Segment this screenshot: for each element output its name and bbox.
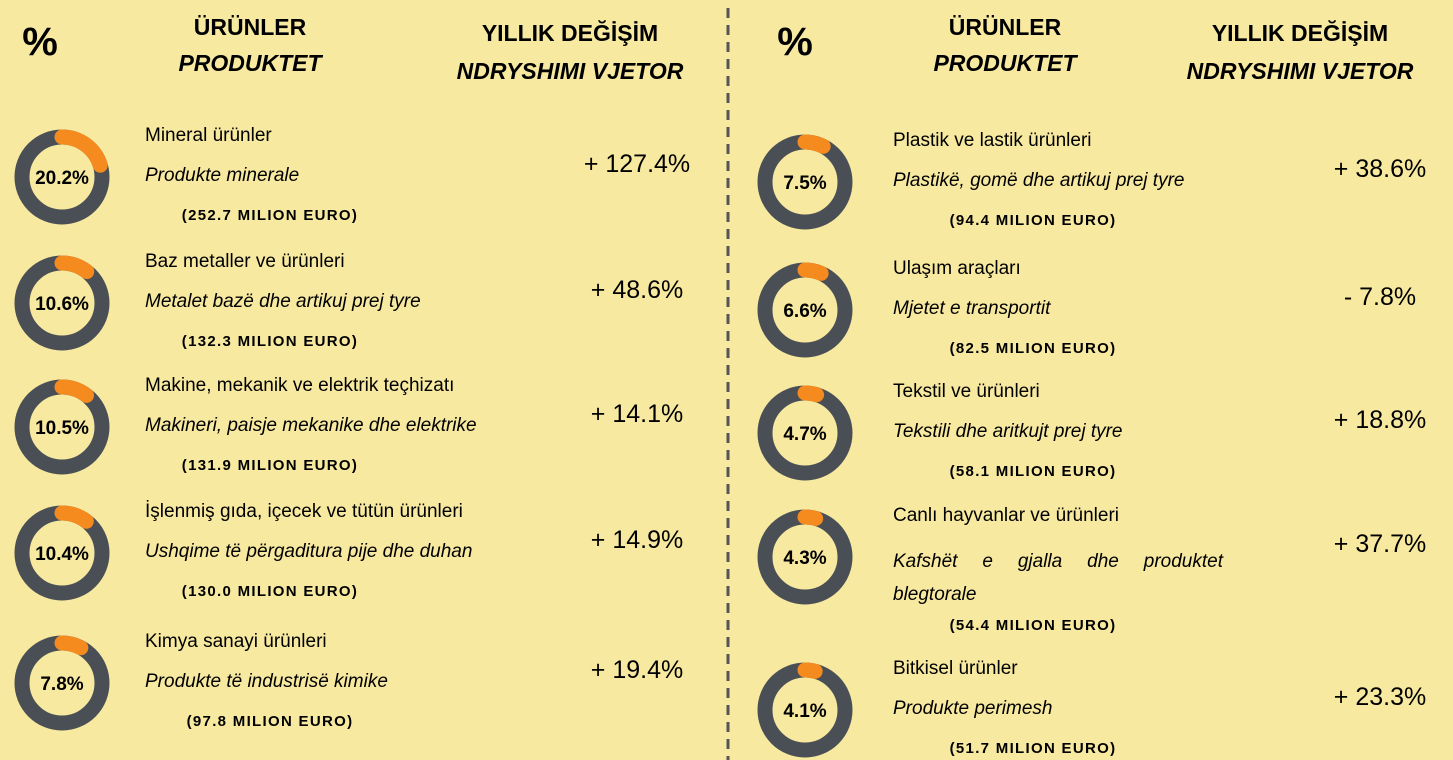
name-sq: Tekstili dhe aritkujt prej tyre <box>893 421 1123 442</box>
products-header-sq: PRODUKTET <box>178 50 322 76</box>
change-header-sq: NDRYSHIMI VJETOR <box>1186 58 1414 84</box>
amount: (252.7 MILION EURO) <box>181 207 359 224</box>
change: + 38.6% <box>1333 155 1427 183</box>
percent-header: % <box>22 20 58 64</box>
name-sq: Kafshët e gjalla dhe produktet blegtoral… <box>893 551 1223 605</box>
name-tr: İşlenmiş gıda, içecek ve tütün ürünleri <box>145 501 463 522</box>
change: + 18.8% <box>1333 406 1427 434</box>
amount: (51.7 MILION EURO) <box>949 740 1117 757</box>
amount: (131.9 MILION EURO) <box>181 457 359 474</box>
amount: (94.4 MILION EURO) <box>949 212 1117 229</box>
donut-arc <box>14 635 110 731</box>
percent-header: % <box>777 20 813 64</box>
products-header-tr: ÜRÜNLER <box>948 14 1062 40</box>
change: + 37.7% <box>1333 530 1427 558</box>
name-tr: Baz metaller ve ürünleri <box>145 251 345 272</box>
change: + 14.1% <box>590 400 684 428</box>
amount: (58.1 MILION EURO) <box>949 463 1117 480</box>
name-tr: Kimya sanayi ürünleri <box>145 631 327 652</box>
donut-arc <box>14 255 110 351</box>
donut-arc <box>14 379 110 475</box>
donut-label: 10.4% <box>35 544 89 565</box>
donut-label: 10.6% <box>35 294 89 315</box>
change-header-tr: YILLIK DEĞİŞİM <box>1211 20 1389 46</box>
products-header-tr: ÜRÜNLER <box>193 14 307 40</box>
amount: (130.0 MILION EURO) <box>181 583 359 600</box>
amount: (82.5 MILION EURO) <box>949 340 1117 357</box>
amount: (97.8 MILION EURO) <box>186 713 354 730</box>
name-sq: Produkte minerale <box>145 165 300 186</box>
donut-arc <box>757 262 853 358</box>
name-sq: Ushqime të përgaditura pije dhe duhan <box>145 541 473 562</box>
change-header-sq: NDRYSHIMI VJETOR <box>456 58 684 84</box>
donut-label: 4.7% <box>783 424 826 445</box>
amount: (54.4 MILION EURO) <box>949 617 1117 634</box>
change: + 19.4% <box>590 656 684 684</box>
name-sq: Metalet bazë dhe artikuj prej tyre <box>145 291 421 312</box>
donut-label: 20.2% <box>35 168 89 189</box>
name-tr: Bitkisel ürünler <box>893 658 1018 679</box>
donut-arc <box>14 129 110 225</box>
donut-arc <box>757 509 853 605</box>
name-tr: Ulaşım araçları <box>893 258 1021 279</box>
donut-label: 7.8% <box>40 674 83 695</box>
donut-label: 7.5% <box>783 173 826 194</box>
name-tr: Plastik ve lastik ürünleri <box>893 130 1092 151</box>
name-sq: Produkte të industrisë kimike <box>145 671 388 692</box>
name-sq: Makineri, paisje mekanike dhe elektrike <box>145 415 477 436</box>
donut-arc <box>757 134 853 230</box>
change: + 127.4% <box>583 150 691 178</box>
change-header-tr: YILLIK DEĞİŞİM <box>481 20 659 46</box>
change: + 23.3% <box>1333 683 1427 711</box>
donut-arc <box>757 662 853 758</box>
name-tr: Tekstil ve ürünleri <box>893 381 1040 402</box>
change: + 14.9% <box>590 526 684 554</box>
donut-label: 4.1% <box>783 701 826 722</box>
donut-label: 10.5% <box>35 418 89 439</box>
name-tr: Mineral ürünler <box>145 125 272 146</box>
amount: (132.3 MILION EURO) <box>181 333 359 350</box>
change: + 48.6% <box>590 276 684 304</box>
name-sq: Produkte perimesh <box>893 698 1053 719</box>
name-sq: Plastikë, gomë dhe artikuj prej tyre <box>893 170 1185 191</box>
name-tr: Canlı hayvanlar ve ürünleri <box>893 505 1120 526</box>
donut-arc <box>757 385 853 481</box>
donut-arc <box>14 505 110 601</box>
name-tr: Makine, mekanik ve elektrik teçhizatı <box>145 375 455 396</box>
donut-label: 6.6% <box>783 301 826 322</box>
change: - 7.8% <box>1343 283 1417 311</box>
products-header-sq: PRODUKTET <box>933 50 1077 76</box>
donut-label: 4.3% <box>783 548 826 569</box>
name-sq: Mjetet e transportit <box>893 298 1051 319</box>
